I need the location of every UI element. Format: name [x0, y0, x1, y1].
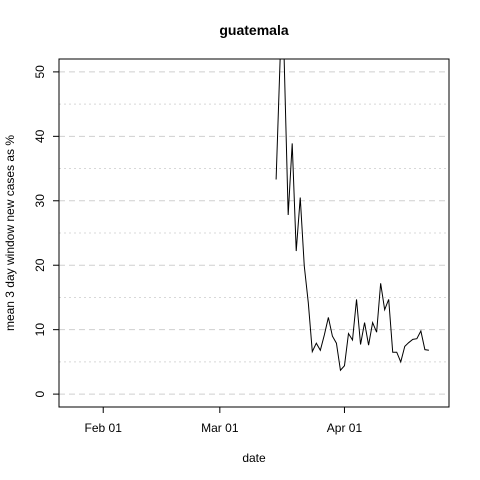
series-line	[275, 59, 429, 372]
series-group	[275, 59, 429, 372]
x-tick-label: Mar 01	[201, 421, 239, 435]
plot-frame	[58, 58, 450, 408]
x-axis: Feb 01 Mar 01 Apr 01	[85, 407, 363, 435]
gridlines	[59, 71, 449, 395]
y-tick-label: 10	[33, 323, 47, 337]
x-axis-label: date	[242, 451, 266, 465]
chart-title: guatemala	[219, 22, 288, 38]
y-tick-label: 20	[33, 258, 47, 272]
y-tick-label: 40	[33, 129, 47, 143]
y-tick-label: 50	[33, 65, 47, 79]
x-tick-label: Feb 01	[85, 421, 123, 435]
x-tick-label: Apr 01	[327, 421, 363, 435]
y-axis: 0 10 20 30 40 50	[33, 65, 59, 397]
y-axis-label: mean 3 day window new cases as %	[3, 135, 17, 331]
y-tick-label: 0	[33, 390, 47, 397]
y-tick-label: 30	[33, 194, 47, 208]
